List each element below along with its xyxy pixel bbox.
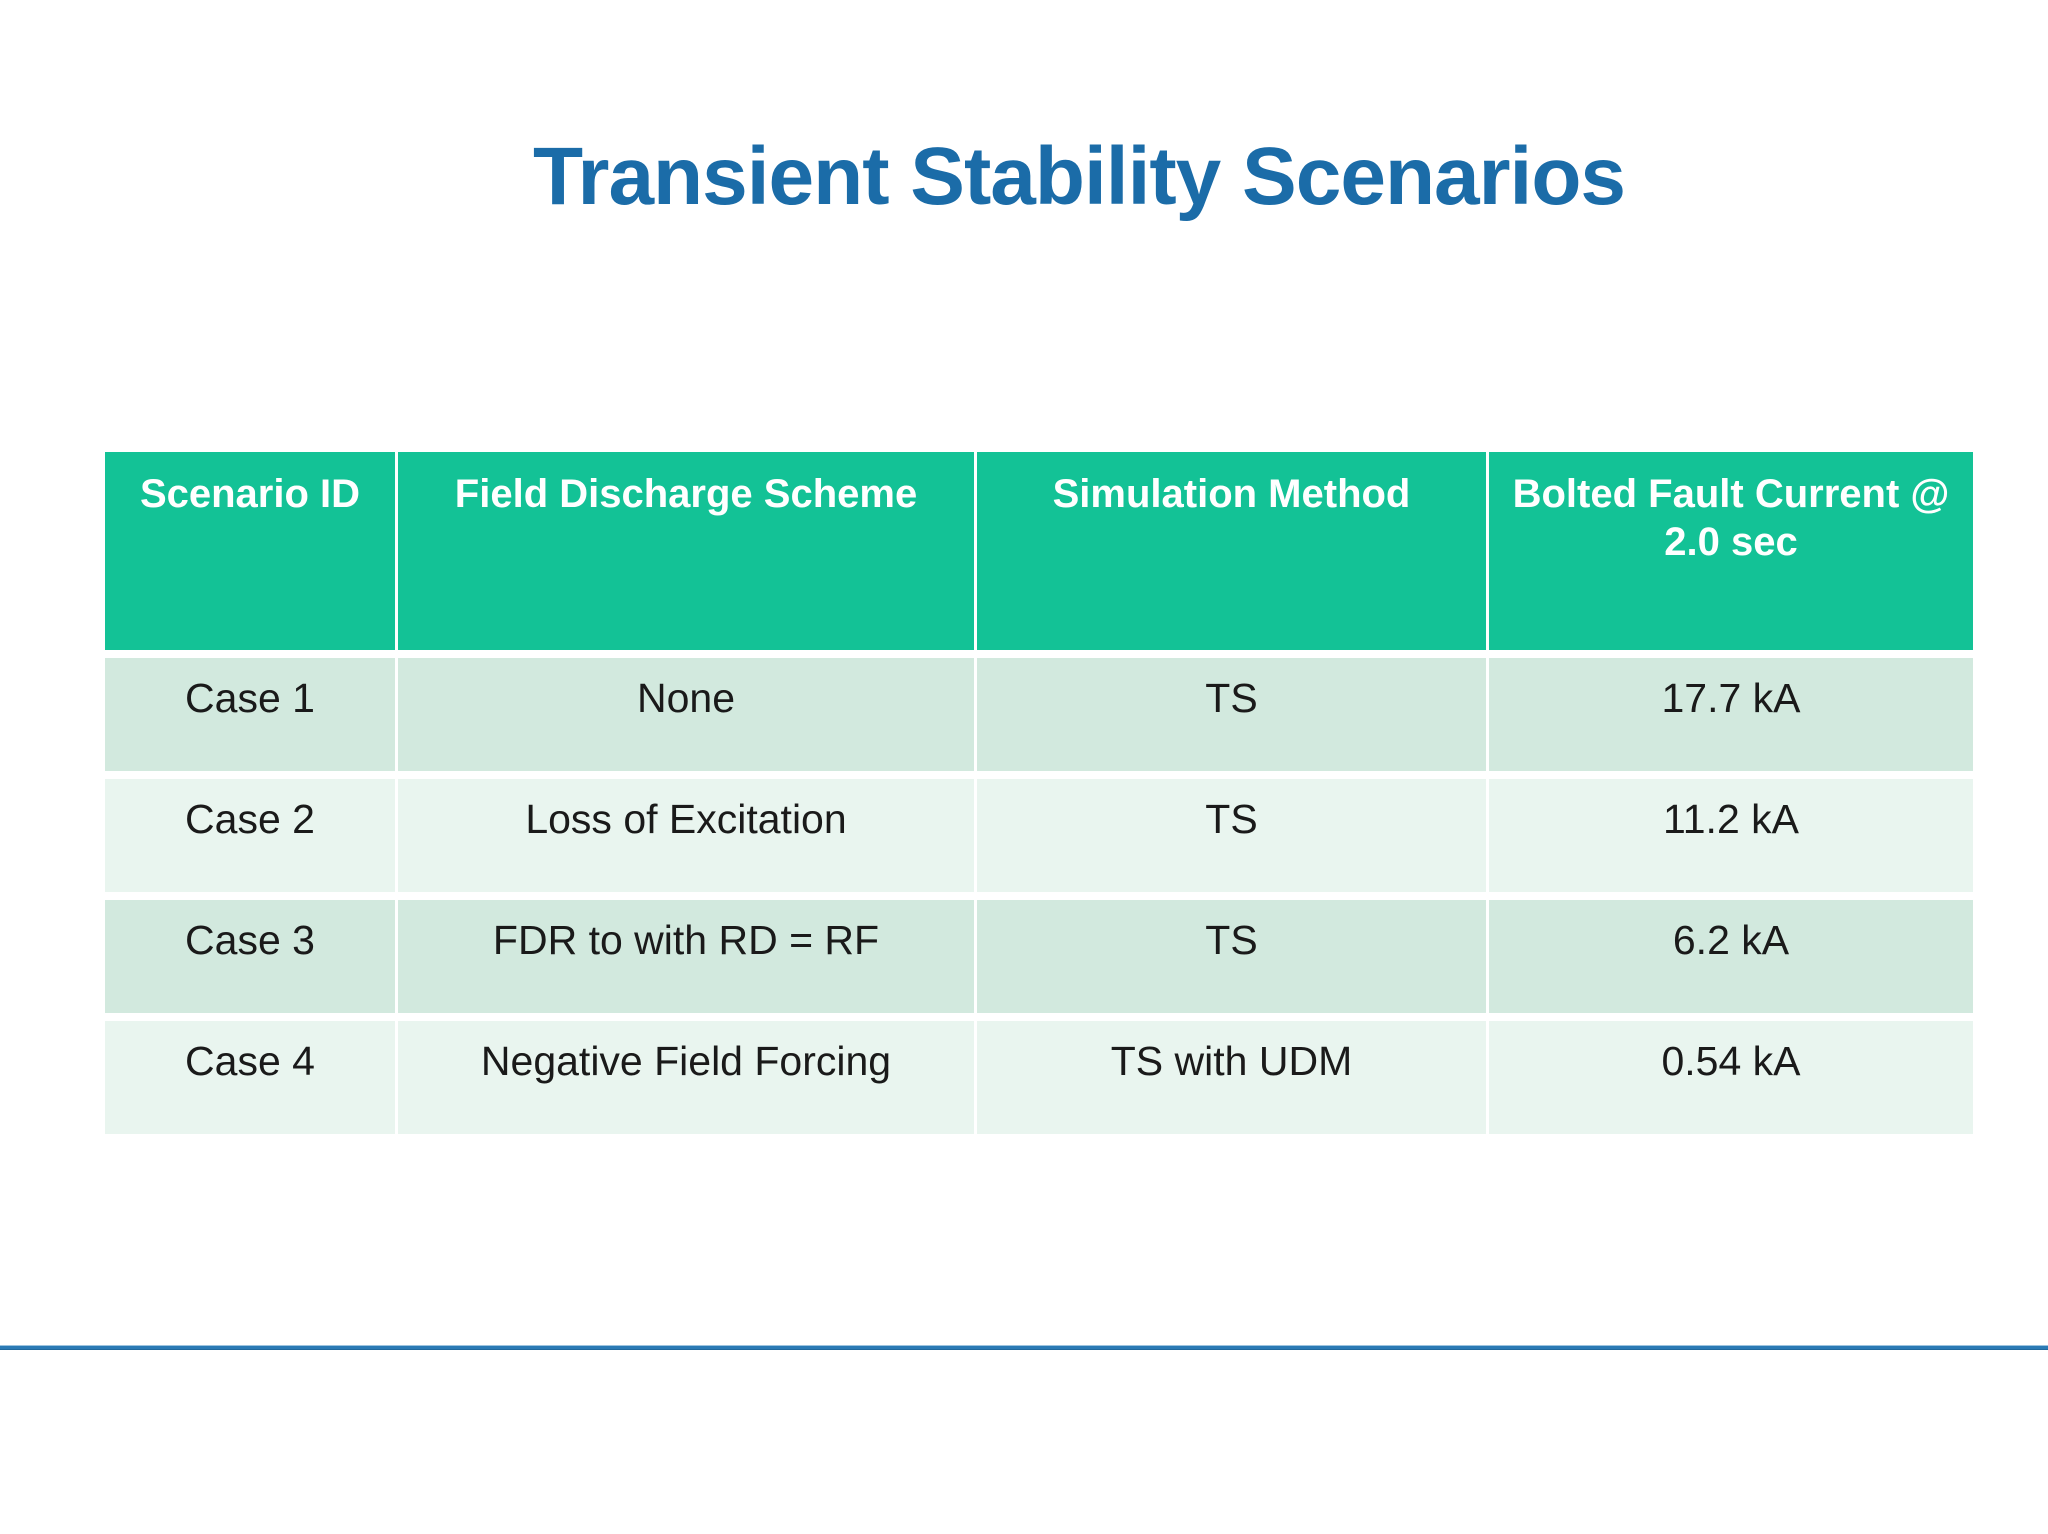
scenarios-table: Scenario ID Field Discharge Scheme Simul… (105, 452, 1973, 1134)
table-cell: FDR to with RD = RF (398, 900, 974, 1013)
table-cell: Case 4 (105, 1021, 395, 1134)
table-cell: 6.2 kA (1489, 900, 1973, 1013)
col-header-field-discharge-scheme: Field Discharge Scheme (398, 452, 974, 650)
table-row: Case 4 Negative Field Forcing TS with UD… (105, 1021, 1973, 1134)
table-cell: TS (977, 900, 1486, 1013)
slide-title: Transient Stability Scenarios (532, 131, 1626, 222)
footer-divider (0, 1345, 2048, 1350)
table-header-row: Scenario ID Field Discharge Scheme Simul… (105, 452, 1973, 650)
table-cell: Loss of Excitation (398, 779, 974, 892)
table-cell: Case 3 (105, 900, 395, 1013)
table-cell: TS (977, 779, 1486, 892)
table-cell: 11.2 kA (1489, 779, 1973, 892)
table-cell: Case 1 (105, 658, 395, 771)
table-cell: None (398, 658, 974, 771)
table-cell: TS (977, 658, 1486, 771)
table-cell: 0.54 kA (1489, 1021, 1973, 1134)
table-row: Case 2 Loss of Excitation TS 11.2 kA (105, 779, 1973, 892)
col-header-scenario-id: Scenario ID (105, 452, 395, 650)
table-cell: Negative Field Forcing (398, 1021, 974, 1134)
table-cell: Case 2 (105, 779, 395, 892)
table-row: Case 3 FDR to with RD = RF TS 6.2 kA (105, 900, 1973, 1013)
table-cell: 17.7 kA (1489, 658, 1973, 771)
table-cell: TS with UDM (977, 1021, 1486, 1134)
col-header-bolted-fault-current: Bolted Fault Current @ 2.0 sec (1489, 452, 1973, 650)
col-header-simulation-method: Simulation Method (977, 452, 1486, 650)
table-row: Case 1 None TS 17.7 kA (105, 658, 1973, 771)
